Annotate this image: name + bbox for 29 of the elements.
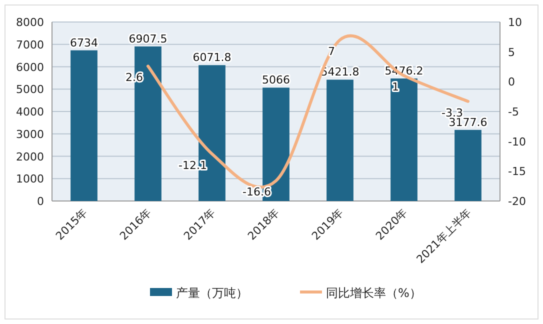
bar	[326, 80, 354, 201]
y-tick-label: 8000	[16, 16, 44, 29]
bar	[70, 50, 98, 201]
y-tick-label: 5000	[16, 83, 44, 96]
legend-label: 同比增长率（%）	[326, 286, 422, 300]
y-tick-label: 1000	[16, 172, 44, 186]
y2-tick-label: -10	[508, 135, 526, 148]
y2-tick-label: -5	[508, 106, 519, 118]
y-tick-label: 7000	[16, 38, 44, 52]
y-tick-label: 6000	[16, 60, 44, 74]
data-label: 3177.6	[448, 116, 488, 129]
y2-tick-label: -15	[508, 165, 526, 178]
data-label: 5066	[262, 74, 290, 87]
y2-tick-label: 0	[508, 76, 515, 89]
y-tick-label: 3000	[16, 128, 44, 141]
y2-tick-label: 5	[508, 46, 515, 59]
legend-label: 产量（万吨）	[176, 286, 248, 300]
data-label: 6071.8	[192, 51, 232, 64]
bar	[390, 78, 418, 201]
bar	[454, 130, 482, 201]
data-label: 1	[392, 80, 399, 94]
data-label: 6734	[70, 36, 98, 50]
y-tick-label: 2000	[16, 150, 44, 164]
y2-tick-label: -20	[508, 195, 526, 208]
data-label: 6907.5	[128, 32, 168, 46]
y-tick-label: 0	[37, 195, 44, 208]
y-tick-label: 4000	[16, 106, 44, 118]
data-label: 7	[328, 44, 335, 58]
y2-tick-label: 10	[508, 16, 522, 29]
